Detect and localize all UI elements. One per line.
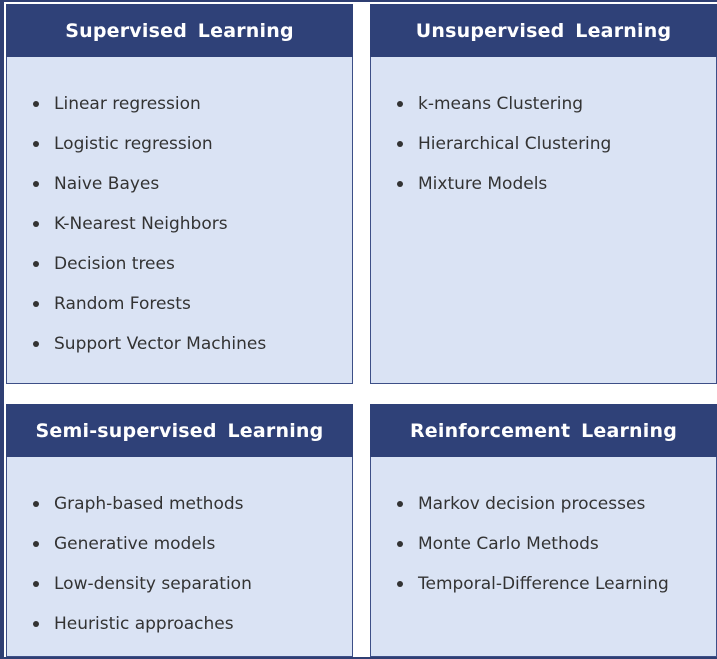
list-item: Support Vector Machines (7, 326, 352, 366)
bullet-icon (397, 541, 403, 547)
item-label: K-Nearest Neighbors (54, 214, 228, 234)
list-item: K-Nearest Neighbors (7, 206, 352, 246)
item-list: Graph-based methods Generative models Lo… (7, 486, 352, 646)
bullet-icon (397, 101, 403, 107)
item-list: Linear regression Logistic regression Na… (7, 86, 352, 366)
item-label: Logistic regression (54, 134, 213, 154)
panel-body: Linear regression Logistic regression Na… (6, 57, 353, 384)
bullet-icon (33, 581, 39, 587)
item-label: Linear regression (54, 94, 201, 114)
list-item: k-means Clustering (371, 86, 716, 126)
bullet-icon (33, 141, 39, 147)
panel-unsupervised-learning: Unsupervised Learning k-means Clustering… (370, 4, 717, 384)
bullet-icon (397, 141, 403, 147)
panel-title: Reinforcement Learning (370, 404, 717, 457)
panel-title: Semi-supervised Learning (6, 404, 353, 457)
list-item: Decision trees (7, 246, 352, 286)
item-list: k-means Clustering Hierarchical Clusteri… (371, 86, 716, 206)
list-item: Low-density separation (7, 566, 352, 606)
list-item: Naive Bayes (7, 166, 352, 206)
item-label: Random Forests (54, 294, 191, 314)
bullet-icon (397, 581, 403, 587)
bullet-icon (33, 181, 39, 187)
list-item: Markov decision processes (371, 486, 716, 526)
panel-semi-supervised-learning: Semi-supervised Learning Graph-based met… (6, 404, 353, 657)
bullet-icon (33, 541, 39, 547)
list-item: Logistic regression (7, 126, 352, 166)
bullet-icon (33, 621, 39, 627)
bullet-icon (397, 181, 403, 187)
list-item: Mixture Models (371, 166, 716, 206)
item-label: Hierarchical Clustering (418, 134, 612, 154)
list-item: Hierarchical Clustering (371, 126, 716, 166)
item-label: Mixture Models (418, 174, 548, 194)
panel-body: k-means Clustering Hierarchical Clusteri… (370, 57, 717, 384)
list-item: Random Forests (7, 286, 352, 326)
panel-body: Graph-based methods Generative models Lo… (6, 457, 353, 657)
panel-reinforcement-learning: Reinforcement Learning Markov decision p… (370, 404, 717, 657)
list-item: Monte Carlo Methods (371, 526, 716, 566)
item-label: Temporal-Difference Learning (418, 574, 669, 594)
panel-supervised-learning: Supervised Learning Linear regression Lo… (6, 4, 353, 384)
item-label: Support Vector Machines (54, 334, 267, 354)
item-label: Decision trees (54, 254, 175, 274)
list-item: Generative models (7, 526, 352, 566)
item-label: k-means Clustering (418, 94, 584, 114)
item-list: Markov decision processes Monte Carlo Me… (371, 486, 716, 602)
bullet-icon (33, 261, 39, 267)
list-item: Heuristic approaches (7, 606, 352, 646)
panel-body: Markov decision processes Monte Carlo Me… (370, 457, 717, 657)
panel-title: Unsupervised Learning (370, 4, 717, 57)
item-label: Low-density separation (54, 574, 252, 594)
bullet-icon (33, 501, 39, 507)
bullet-icon (33, 221, 39, 227)
bullet-icon (33, 101, 39, 107)
item-label: Markov decision processes (418, 494, 646, 514)
panel-title: Supervised Learning (6, 4, 353, 57)
list-item: Temporal-Difference Learning (371, 566, 716, 602)
item-label: Naive Bayes (54, 174, 160, 194)
list-item: Linear regression (7, 86, 352, 126)
item-label: Heuristic approaches (54, 614, 234, 634)
bullet-icon (33, 301, 39, 307)
item-label: Monte Carlo Methods (418, 534, 599, 554)
bullet-icon (397, 501, 403, 507)
list-item: Graph-based methods (7, 486, 352, 526)
item-label: Graph-based methods (54, 494, 244, 514)
bullet-icon (33, 341, 39, 347)
item-label: Generative models (54, 534, 216, 554)
